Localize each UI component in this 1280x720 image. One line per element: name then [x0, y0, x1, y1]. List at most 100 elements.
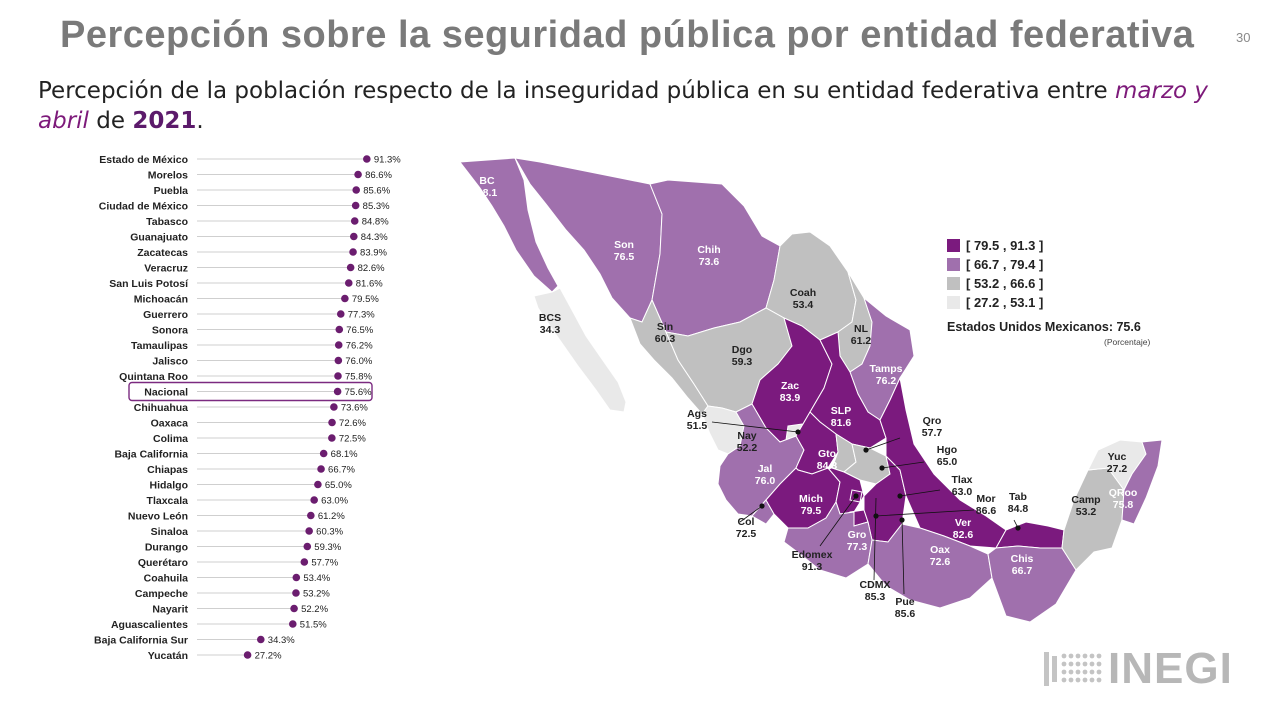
state-region [1061, 467, 1125, 571]
value-label: 76.0% [345, 356, 372, 367]
leader-line [873, 497, 877, 581]
state-value: 51.5 [687, 420, 708, 432]
subtitle-year: 2021 [132, 108, 197, 134]
state-abbr: Jal [758, 463, 773, 475]
category-label: Sinaloa [151, 526, 189, 538]
legend-swatch [947, 276, 960, 290]
data-point [305, 527, 313, 535]
inegi-logo-text: INEGI [1108, 644, 1233, 693]
data-point [354, 170, 362, 179]
map-legend: [ 79.5 , 91.3 ] [ 66.7 , 79.4 ] [ 53.2 ,… [947, 236, 1043, 312]
category-label: Aguascalientes [111, 619, 188, 631]
state-abbr: CDMX [860, 579, 891, 591]
leader-line [819, 495, 857, 547]
state-region [995, 521, 1065, 549]
state-value: 83.9 [780, 392, 801, 404]
state-abbr: Zac [781, 380, 799, 392]
state-abbr: Yuc [1108, 451, 1127, 463]
value-label: 85.3% [363, 201, 390, 212]
state-value: 77.3 [847, 541, 868, 553]
state-value: 65.0 [937, 456, 958, 468]
state-value: 76.0 [755, 475, 776, 487]
state-region [459, 157, 559, 293]
leader-line [875, 509, 975, 517]
state-abbr: Qro [923, 415, 942, 427]
state-value: 27.2 [1107, 463, 1128, 475]
category-label: Nuevo León [128, 511, 188, 523]
page-number: 30 [1236, 30, 1251, 45]
state-value: 84.8 [1008, 503, 1029, 515]
state-abbr: NL [854, 323, 869, 335]
state-abbr: Mich [799, 493, 823, 505]
state-value: 57.7 [922, 427, 943, 439]
inegi-logo: INEGI [1042, 644, 1233, 694]
state-marker [795, 429, 801, 435]
state-abbr: Son [614, 239, 634, 251]
data-point [341, 294, 349, 303]
legend-swatch [947, 238, 960, 252]
data-point [288, 620, 297, 628]
leader-line [711, 421, 799, 433]
state-value: 85.6 [895, 608, 916, 620]
slide-subtitle: Percepción de la población respecto de l… [38, 76, 1248, 136]
state-region [783, 500, 873, 579]
national-value-label: Estados Unidos Mexicanos: 75.6 [947, 320, 1141, 334]
state-marker [853, 493, 859, 499]
state-abbr: Tamps [869, 363, 902, 375]
leader-line [865, 437, 901, 451]
data-point [334, 356, 343, 365]
category-label: Nacional [144, 387, 188, 399]
data-point [310, 496, 318, 504]
value-label: 27.2% [255, 651, 282, 662]
state-abbr: BC [479, 175, 495, 187]
data-point [350, 217, 359, 225]
category-label: Colima [153, 433, 188, 445]
data-point [334, 341, 343, 349]
data-point [334, 372, 342, 380]
category-label: Yucatán [148, 650, 188, 662]
data-point [336, 310, 345, 318]
leader-line [899, 489, 941, 497]
category-label: Michoacán [134, 294, 188, 306]
state-value: 86.6 [976, 505, 997, 517]
value-label: 81.6% [356, 279, 383, 290]
state-abbr: Ver [955, 517, 971, 529]
category-label: Hidalgo [150, 480, 189, 492]
units-label: (Porcentaje) [1104, 337, 1151, 347]
category-label: Querétaro [138, 557, 188, 569]
state-value: 72.6 [930, 556, 951, 568]
value-label: 86.6% [365, 170, 392, 181]
category-label: Guanajuato [130, 232, 188, 244]
value-label: 73.6% [341, 403, 368, 414]
state-abbr: Pue [895, 596, 914, 608]
dot-plot-chart: Estado de México 91.3% Morelos 86.6% Puebla 8… [94, 154, 401, 662]
value-label: 85.6% [363, 186, 390, 197]
state-marker [863, 447, 869, 453]
legend-label: [ 27.2 , 53.1 ] [966, 294, 1044, 310]
state-value: 73.6 [699, 256, 720, 268]
state-abbr: Tab [1009, 491, 1027, 503]
legend-swatch [947, 295, 960, 309]
legend-swatch [947, 257, 960, 271]
state-abbr: Edomex [792, 549, 833, 561]
state-abbr: Gro [848, 529, 867, 541]
state-abbr: Chih [697, 244, 720, 256]
value-label: 53.2% [303, 589, 330, 600]
state-value: 60.3 [655, 333, 676, 345]
state-region [826, 467, 865, 515]
category-label: Nayarit [152, 604, 188, 616]
state-region [533, 287, 627, 413]
subtitle-text-1: Percepción de la población respecto de l… [38, 78, 1116, 104]
data-point [330, 403, 338, 411]
category-label: Coahuila [144, 573, 188, 585]
category-label: Baja California [114, 449, 188, 461]
state-value: 59.3 [732, 356, 753, 368]
legend-label: [ 79.5 , 91.3 ] [966, 237, 1044, 253]
value-label: 60.3% [316, 527, 343, 538]
data-point [317, 465, 325, 473]
category-label: Chihuahua [134, 402, 188, 414]
category-label: Baja California Sur [94, 635, 188, 647]
category-label: Durango [145, 542, 188, 554]
data-point [328, 434, 336, 442]
state-marker [873, 513, 879, 519]
